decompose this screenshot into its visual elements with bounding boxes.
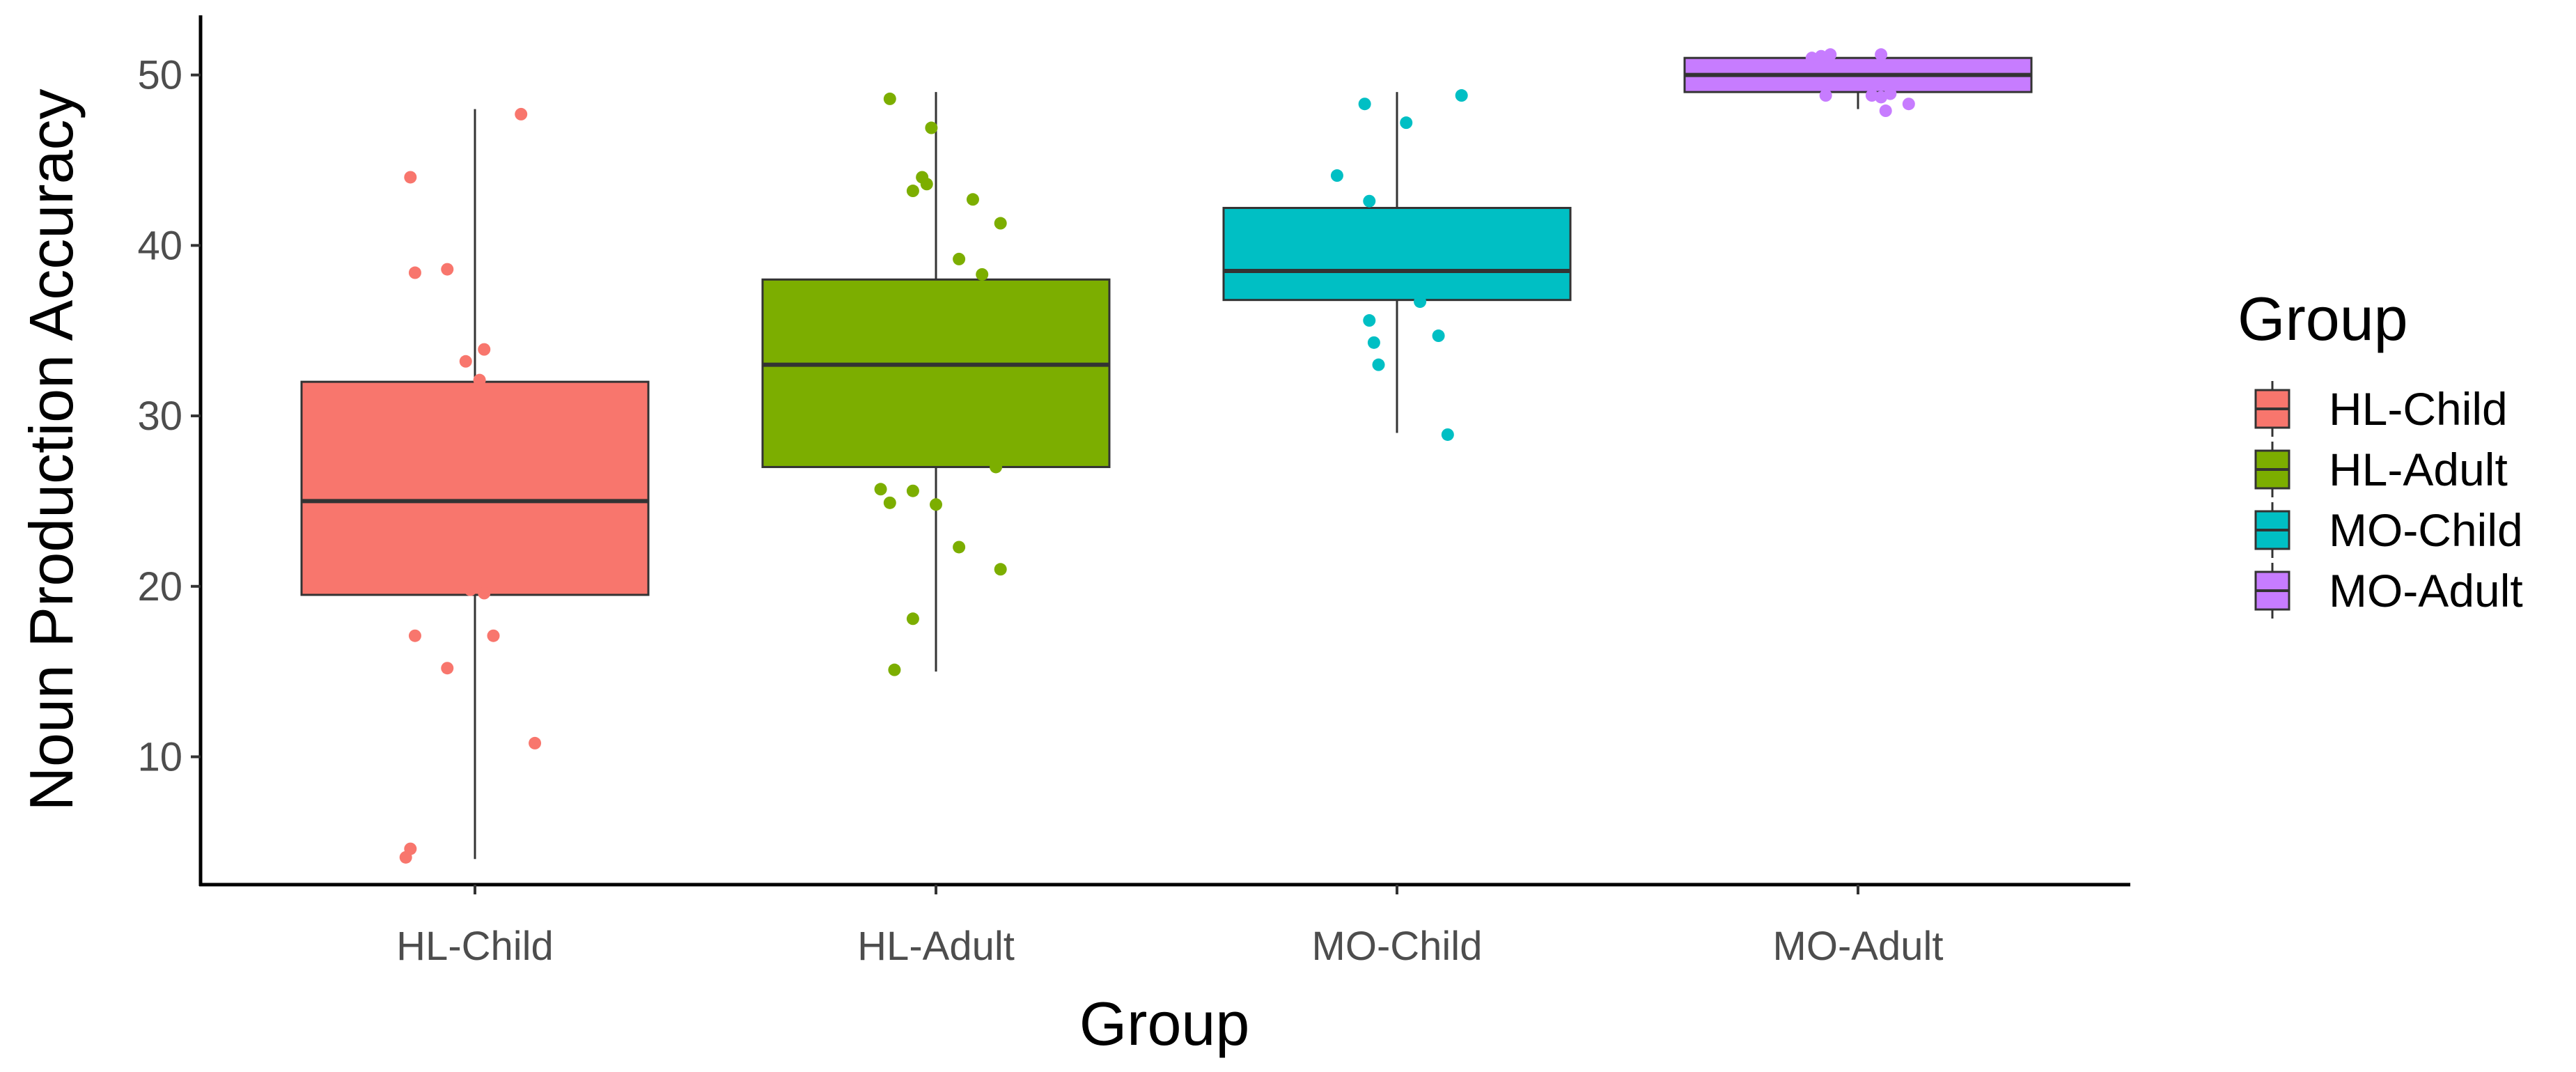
data-point	[441, 263, 454, 276]
x-tick-label: HL-Adult	[857, 924, 1015, 969]
data-point	[459, 355, 472, 368]
data-point	[1824, 48, 1837, 61]
data-point	[888, 663, 901, 676]
data-point	[883, 92, 896, 105]
data-point	[515, 107, 528, 121]
data-point	[441, 662, 454, 675]
y-tick-label: 10	[137, 734, 182, 779]
data-point	[464, 583, 477, 596]
y-ticks-layer: 10 20 30 40 50	[137, 53, 201, 779]
data-point	[478, 587, 491, 600]
data-point	[976, 267, 989, 281]
data-point	[1363, 194, 1376, 208]
axes-layer	[198, 15, 2130, 887]
x-tick-label: MO-Adult	[1773, 924, 1944, 969]
y-tick-label: 40	[137, 223, 182, 268]
legend: Group HL-Child HL-Adult MO-Child MO-Adult	[2238, 284, 2523, 619]
y-tick-label: 50	[137, 53, 182, 98]
data-point	[925, 121, 938, 134]
data-point	[1400, 116, 1413, 130]
legend-label: HL-Adult	[2329, 444, 2508, 495]
y-tick-label: 30	[137, 394, 182, 439]
data-point	[1363, 314, 1376, 327]
data-point	[906, 484, 919, 497]
data-point	[1893, 77, 1906, 90]
box-hl-adult	[761, 278, 1111, 468]
data-point	[1819, 89, 1832, 102]
data-point	[1455, 89, 1468, 102]
data-point	[1875, 48, 1888, 61]
data-point	[906, 185, 919, 198]
data-point	[906, 612, 919, 626]
data-point	[920, 178, 933, 191]
x-axis-title: Group	[1079, 989, 1250, 1058]
data-point	[1372, 358, 1385, 371]
data-point	[953, 252, 966, 265]
boxes-layer	[300, 56, 2033, 860]
points-layer	[399, 48, 1915, 864]
data-point	[408, 629, 421, 642]
data-point	[883, 496, 896, 509]
x-ticks-layer: HL-Child HL-Adult MO-Child MO-Adult	[396, 885, 1943, 969]
data-point	[1432, 329, 1445, 343]
x-tick-label: MO-Child	[1312, 924, 1483, 969]
data-point	[1879, 104, 1892, 118]
data-point	[994, 563, 1007, 576]
y-tick-label: 20	[137, 564, 182, 609]
box-hl-child	[300, 380, 650, 596]
legend-label: MO-Child	[2329, 504, 2523, 556]
data-point	[1884, 87, 1897, 100]
legend-label: HL-Child	[2329, 383, 2508, 435]
data-point	[1330, 169, 1343, 182]
data-point	[1805, 52, 1818, 65]
x-tick-label: HL-Child	[396, 924, 554, 969]
data-point	[473, 373, 486, 387]
data-point	[408, 266, 421, 279]
box-mo-child	[1222, 207, 1572, 302]
data-point	[953, 541, 966, 554]
data-point	[487, 629, 500, 642]
data-point	[990, 460, 1003, 474]
data-point	[966, 193, 979, 206]
data-point	[529, 736, 542, 749]
data-point	[930, 498, 942, 511]
y-axis-title: Noun Production Accuracy	[17, 88, 86, 811]
data-point	[1441, 428, 1454, 441]
data-point	[1414, 295, 1427, 309]
data-point	[1358, 98, 1371, 111]
data-point	[404, 171, 417, 184]
data-point	[478, 343, 491, 356]
data-point	[1367, 336, 1380, 349]
legend-title: Group	[2238, 284, 2408, 353]
legend-label: MO-Adult	[2329, 565, 2523, 616]
data-point	[1902, 98, 1915, 111]
data-point	[399, 850, 412, 864]
data-point	[874, 483, 887, 496]
data-point	[994, 217, 1007, 230]
